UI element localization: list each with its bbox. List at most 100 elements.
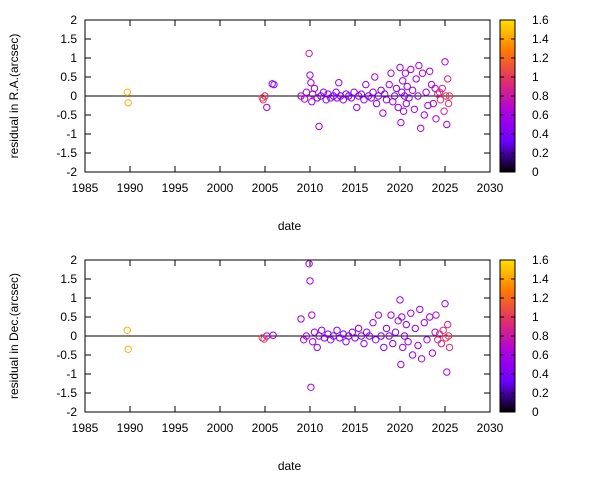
data-point: [315, 122, 323, 131]
data-point: [408, 86, 417, 95]
data-point: [416, 305, 424, 314]
colorbar-tick-label: 1.6: [532, 13, 549, 27]
y-tick-label: 0.5: [60, 310, 77, 324]
y-tick-label: 2: [70, 253, 77, 267]
data-point: [397, 360, 405, 369]
data-point: [319, 88, 328, 96]
x-tick-label: 2030: [477, 181, 504, 195]
data-point: [445, 343, 454, 352]
y-axis-label: residual in R.A.(arcsec): [7, 34, 21, 159]
colorbar-tick-label: 1.4: [532, 272, 549, 286]
colorbar-tick-label: 0.2: [532, 146, 549, 160]
data-point: [369, 319, 377, 327]
data-point: [385, 80, 393, 89]
data-point: [428, 349, 437, 357]
y-tick-label: -1: [66, 367, 77, 381]
data-point: [385, 332, 393, 340]
y-axis-label: residual in Dec.(arcsec): [7, 273, 21, 399]
data-point: [377, 332, 385, 340]
data-point: [414, 341, 422, 350]
x-tick-label: 1995: [162, 181, 189, 195]
data-point: [372, 336, 380, 344]
data-point: [399, 77, 407, 85]
data-point: [407, 309, 415, 317]
colorbar-tick-label: 0: [532, 165, 539, 179]
data-point: [313, 343, 321, 352]
data-point: [360, 339, 368, 348]
colorbar-tick-label: 1.4: [532, 32, 549, 46]
data-point: [423, 336, 431, 344]
x-tick-label: 2000: [207, 181, 234, 195]
data-point: [429, 99, 437, 108]
x-tick-label: 1985: [72, 181, 99, 195]
data-point: [437, 339, 446, 348]
data-point: [306, 71, 314, 79]
data-point: [332, 88, 340, 96]
data-point: [310, 84, 319, 93]
data-point: [401, 69, 410, 77]
data-point: [269, 331, 277, 339]
data-point: [400, 92, 409, 100]
data-point: [427, 80, 436, 89]
x-tick-label: 1990: [117, 421, 144, 435]
data-point: [308, 98, 316, 106]
data-point: [399, 343, 407, 352]
data-point: [389, 339, 397, 348]
colorbar-tick-label: 0.6: [532, 108, 549, 122]
data-point: [258, 334, 266, 342]
dec-residual-panel: -2 -1.5 -1 -0.5 0 0.5 1 1.5 2 1985 1990 1995 2000 200…: [7, 253, 549, 473]
data-point: [379, 109, 387, 117]
data-point: [387, 311, 395, 319]
data-point: [353, 103, 361, 112]
data-point: [441, 58, 449, 66]
y-tick-label: 1.5: [60, 32, 77, 46]
y-tick-label: 0.5: [60, 70, 77, 84]
data-point: [307, 383, 315, 391]
data-point: [270, 80, 278, 89]
colorbar-tick-label: 1.2: [532, 51, 549, 65]
data-point: [414, 92, 422, 100]
data-point: [443, 368, 451, 376]
colorbar-tick-label: 0.8: [532, 329, 549, 343]
x-tick-label: 2030: [477, 421, 504, 435]
data-point: [399, 107, 408, 115]
data-point: [123, 88, 132, 96]
data-point: [333, 326, 341, 334]
data-point: [297, 315, 305, 323]
data-point: [444, 99, 453, 108]
data-point: [302, 88, 311, 96]
data-point: [263, 103, 271, 112]
data-point: [310, 328, 319, 336]
data-point: [124, 99, 132, 107]
data-point: [444, 75, 452, 83]
data-point: [390, 92, 399, 100]
data-point: [371, 73, 379, 81]
data-point: [302, 332, 311, 340]
data-point: [444, 320, 452, 329]
data-point: [259, 96, 267, 104]
y-tick-label: -1: [66, 127, 77, 141]
y-tick-label: 0: [70, 89, 77, 103]
data-point: [415, 61, 423, 70]
y-tick-label: -2: [66, 405, 77, 419]
data-point: [372, 99, 381, 108]
data-point: [308, 311, 316, 319]
data-point: [420, 319, 428, 327]
data-point: [436, 96, 445, 104]
data-point: [365, 332, 374, 340]
colorbar-tick-label: 1.6: [532, 253, 549, 267]
data-point: [318, 326, 326, 334]
data-point: [403, 82, 411, 91]
data-point: [305, 49, 313, 58]
data-point: [440, 107, 448, 115]
data-point: [407, 65, 415, 74]
colorbar-tick-label: 0.6: [532, 348, 549, 362]
data-point: [382, 324, 391, 333]
data-point: [392, 84, 401, 93]
data-point: [396, 63, 404, 72]
x-tick-label: 1990: [117, 181, 144, 195]
data-point: [426, 67, 434, 76]
data-point: [411, 324, 419, 333]
x-tick-label: 2020: [387, 421, 414, 435]
y-tick-label: 0: [70, 329, 77, 343]
